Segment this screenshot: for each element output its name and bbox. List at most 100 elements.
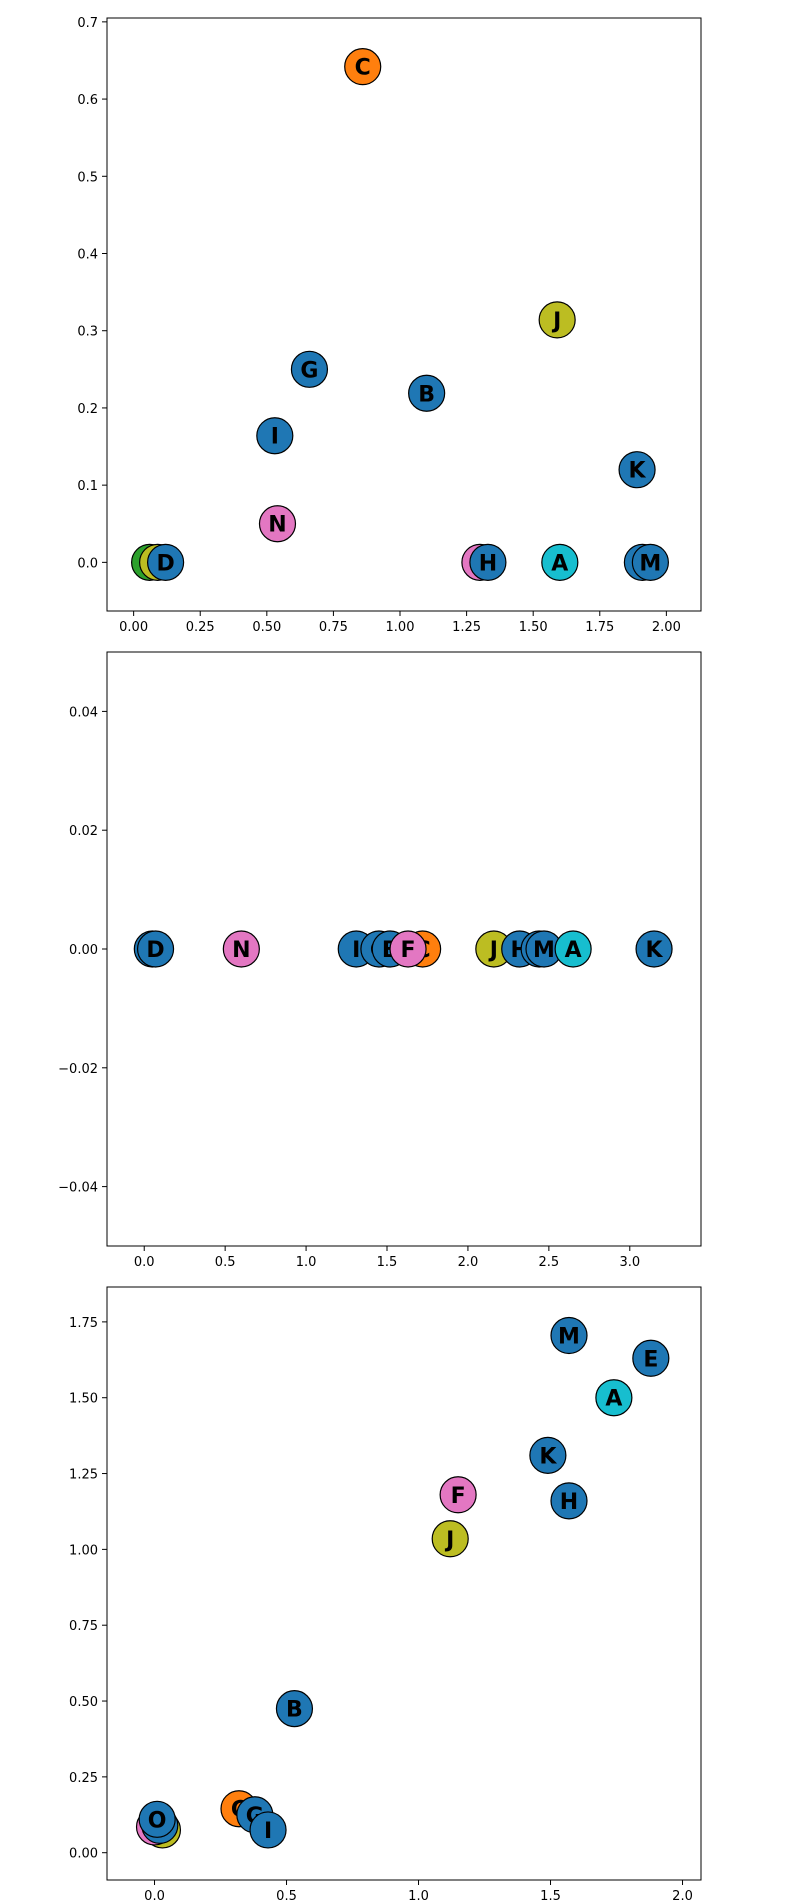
x-tick-label: 1.50 — [519, 620, 548, 635]
data-point-label: F — [401, 938, 416, 963]
data-point-marker — [631, 543, 669, 581]
data-point: H — [469, 543, 507, 581]
data-point: K — [618, 451, 656, 489]
data-point-label: H — [560, 1490, 578, 1515]
data-point: M — [550, 1316, 588, 1355]
scatter-panel-top: 0.00 0.25 0.50 0.75 1.00 1.25 1.50 1.75 2.00 0.0 0… — [77, 16, 702, 635]
data-point-marker — [554, 930, 592, 968]
x-tick-label: 1.00 — [386, 620, 415, 635]
data-point: O — [138, 1800, 176, 1838]
data-point: B — [275, 1690, 314, 1728]
axes-frame — [106, 1286, 702, 1881]
data-point: D — [147, 543, 185, 581]
scatter-panel-middle: 0.0 0.5 1.0 1.5 2.0 2.5 3.0 −0.04 −0.02 0.00 0.02 0… — [58, 651, 702, 1270]
y-tick-label: 0.7 — [77, 16, 98, 31]
y-tick-label: 1.75 — [69, 1316, 98, 1331]
data-point-marker — [635, 930, 673, 968]
data-point: K — [635, 930, 673, 968]
data-point: J — [538, 301, 576, 339]
y-tick-label: 0.1 — [77, 479, 98, 494]
y-tick-label: 0.25 — [69, 1771, 98, 1786]
y-tick-label: 0.0 — [77, 556, 98, 571]
data-point-label: J — [551, 309, 561, 334]
data-point-label: M — [639, 551, 661, 576]
data-point-label: F — [451, 1484, 466, 1509]
data-point-marker — [618, 451, 656, 489]
data-point-marker — [344, 48, 382, 86]
y-tick-label: 0.2 — [77, 402, 98, 417]
x-tick-label: 0.0 — [134, 1255, 155, 1270]
data-point: A — [554, 930, 592, 968]
y-tick-label: 0.5 — [77, 170, 98, 185]
y-tick-label: −0.04 — [58, 1181, 98, 1196]
data-point: M — [631, 543, 669, 581]
x-tick-label: 3.0 — [619, 1255, 640, 1270]
y-tick-label: 0.75 — [69, 1619, 98, 1634]
data-point-label: N — [268, 513, 286, 538]
x-tick-label: 2.0 — [672, 1889, 693, 1900]
data-point-label: N — [232, 938, 250, 963]
data-point-label: D — [156, 551, 174, 576]
data-point-marker — [550, 1482, 588, 1520]
data-point-label: C — [355, 56, 371, 81]
y-tick-label: 0.4 — [77, 248, 98, 263]
data-point-label: J — [488, 938, 498, 963]
data-point-label: I — [264, 1819, 272, 1844]
data-point-label: E — [643, 1347, 658, 1372]
data-point: N — [222, 930, 260, 968]
data-point-marker — [541, 543, 579, 581]
data-point-label: O — [148, 1808, 167, 1833]
data-point: F — [389, 930, 427, 968]
data-point: M — [525, 930, 563, 968]
data-point-marker — [222, 930, 260, 968]
y-tick-label: 1.50 — [69, 1392, 98, 1407]
data-point-marker — [138, 1800, 176, 1838]
x-tick-label: 1.75 — [585, 620, 614, 635]
x-tick-label: 0.5 — [276, 1889, 297, 1900]
data-point-label: I — [271, 425, 279, 450]
x-tick-label: 0.00 — [119, 620, 148, 635]
y-tick-label: 1.00 — [69, 1543, 98, 1558]
data-point-marker — [632, 1339, 670, 1377]
scatter-panel-bottom: 0.0 0.5 1.0 1.5 2.0 0.00 0.25 0.50 0.75 1.00 1.25 1… — [69, 1286, 702, 1900]
data-point: H — [550, 1482, 588, 1520]
x-tick-label: 1.0 — [296, 1255, 317, 1270]
x-tick-label: 1.5 — [377, 1255, 398, 1270]
x-tick-label: 0.0 — [144, 1889, 165, 1900]
data-point: C — [344, 48, 382, 86]
data-point-label: B — [286, 1698, 303, 1723]
x-tick-label: 0.25 — [186, 620, 215, 635]
data-point-marker — [147, 543, 185, 581]
data-point-marker — [389, 930, 427, 968]
data-point: D — [136, 930, 175, 968]
data-point-label: M — [533, 938, 555, 963]
data-point: J — [431, 1520, 469, 1558]
data-point: B — [408, 374, 446, 412]
data-point-label: J — [444, 1528, 454, 1553]
y-tick-label: 1.25 — [69, 1468, 98, 1483]
data-point-label: M — [558, 1325, 580, 1350]
data-point: I — [256, 417, 294, 455]
data-point: G — [290, 350, 329, 388]
y-tick-label: 0.50 — [69, 1695, 98, 1710]
x-tick-label: 2.5 — [539, 1255, 560, 1270]
data-point-label: A — [605, 1387, 622, 1412]
data-point-marker — [469, 543, 507, 581]
data-point: A — [541, 543, 579, 581]
x-tick-label: 0.50 — [252, 620, 281, 635]
data-point-marker — [275, 1690, 314, 1728]
data-point-marker — [290, 350, 329, 388]
data-point-marker — [256, 417, 294, 455]
data-point-marker — [538, 301, 576, 339]
y-tick-label: 0.04 — [69, 705, 98, 720]
y-tick-label: 0.00 — [69, 943, 98, 958]
data-point: K — [529, 1436, 567, 1474]
axes-frame — [106, 17, 702, 612]
y-tick-label: 0.00 — [69, 1847, 98, 1862]
x-tick-label: 1.25 — [452, 620, 481, 635]
y-tick-label: 0.6 — [77, 93, 98, 108]
data-point-marker — [529, 1436, 567, 1474]
x-tick-label: 2.0 — [458, 1255, 479, 1270]
data-point-label: H — [479, 551, 497, 576]
